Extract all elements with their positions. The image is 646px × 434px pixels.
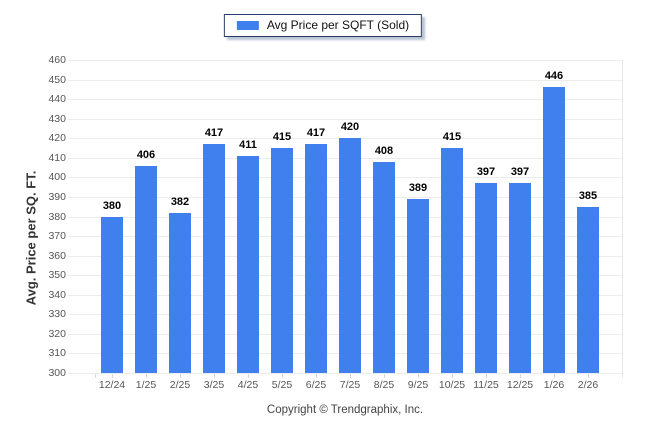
x-axis-tick (350, 374, 351, 378)
x-axis-tick (214, 374, 215, 378)
y-tick-label: 350 (48, 269, 66, 282)
x-tick-label: 2/25 (169, 379, 191, 391)
x-tick-label: 9/25 (407, 379, 429, 391)
x-axis-tick (146, 374, 147, 378)
bar-value-label: 385 (578, 189, 598, 202)
x-axis-tick (554, 374, 555, 378)
copyright: Copyright © Trendgraphix, Inc. (266, 404, 424, 416)
bar (475, 183, 497, 373)
bar (271, 148, 293, 373)
bar (373, 161, 395, 373)
x-axis-tick (418, 374, 419, 378)
y-tick-label: 460 (48, 54, 66, 66)
x-axis-tick (112, 374, 113, 378)
x-axis-tick (520, 374, 521, 378)
x-axis-tick (452, 374, 453, 378)
x-axis-tick (486, 374, 487, 378)
y-tick-label: 390 (48, 190, 66, 203)
x-tick-label: 1/26 (543, 379, 565, 391)
y-tick-label: 360 (48, 249, 66, 262)
plot-right-border (622, 60, 623, 378)
bar (305, 144, 327, 373)
x-tick-label: 8/25 (373, 379, 395, 391)
x-axis-tick (282, 374, 283, 378)
bar-value-label: 380 (102, 199, 122, 212)
bar (237, 155, 259, 373)
y-tick-label: 370 (48, 230, 66, 243)
bar-value-label: 397 (476, 166, 496, 179)
x-tick-label: 4/25 (237, 379, 259, 391)
x-tick-label: 11/25 (473, 379, 499, 391)
bar (543, 87, 565, 373)
bar-value-label: 382 (170, 195, 190, 208)
x-tick-label: 7/25 (339, 379, 361, 391)
y-tick-label: 300 (48, 367, 66, 379)
x-tick-label: 1/25 (135, 379, 157, 391)
y-tick-label: 420 (48, 132, 66, 145)
gridline (68, 373, 622, 374)
bar-value-label: 420 (340, 121, 360, 134)
y-tick-label: 320 (48, 327, 66, 340)
bar (101, 216, 123, 373)
bar (169, 212, 191, 373)
legend-swatch (236, 20, 259, 30)
x-tick-label: 12/25 (506, 379, 534, 391)
y-tick-label: 380 (48, 210, 66, 223)
x-axis-tick (180, 374, 181, 378)
bar-value-label: 406 (136, 148, 156, 161)
x-tick-label: 2/26 (577, 379, 599, 391)
bar-value-label: 417 (306, 127, 326, 140)
x-tick-label: 12/24 (98, 379, 126, 391)
bar (577, 206, 599, 373)
y-tick-label: 330 (48, 308, 66, 321)
y-tick-label: 450 (48, 73, 66, 86)
x-axis-tick (248, 374, 249, 378)
bar-value-label: 446 (544, 70, 564, 83)
y-tick-label: 310 (48, 347, 66, 360)
y-tick-label: 340 (48, 288, 66, 301)
x-axis-tick (95, 374, 96, 378)
bar (203, 144, 225, 373)
x-axis-tick (316, 374, 317, 378)
bar (407, 198, 429, 373)
y-tick-label: 400 (48, 171, 66, 184)
x-tick-label: 6/25 (305, 379, 327, 391)
bar (509, 183, 531, 373)
bar-value-label: 389 (408, 181, 428, 194)
gridline (68, 60, 622, 61)
bar-value-label: 408 (374, 144, 394, 157)
y-tick-label: 430 (48, 112, 66, 125)
bar-value-label: 417 (204, 127, 224, 140)
legend: Avg Price per SQFT (Sold) (223, 14, 423, 37)
x-tick-label: 5/25 (271, 379, 293, 391)
x-axis-tick (588, 374, 589, 378)
bar (441, 148, 463, 373)
bar-value-label: 415 (442, 131, 462, 144)
y-tick-label: 410 (48, 151, 66, 164)
bar-value-label: 415 (272, 131, 292, 144)
x-tick-label: 3/25 (203, 379, 225, 391)
x-tick-label: 10/25 (438, 379, 466, 391)
y-tick-label: 440 (48, 93, 66, 106)
gridline (68, 99, 622, 101)
bar-value-label: 397 (510, 166, 530, 179)
x-axis-tick (384, 374, 385, 378)
bar (135, 165, 157, 373)
bar-value-label: 411 (239, 138, 257, 151)
gridline (68, 118, 622, 120)
bar (339, 138, 361, 373)
gridline (68, 79, 622, 81)
legend-label: Avg Price per SQFT (Sold) (266, 18, 410, 32)
